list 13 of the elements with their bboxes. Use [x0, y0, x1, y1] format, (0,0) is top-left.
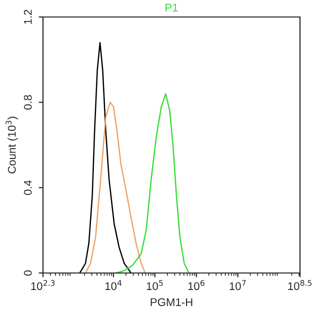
y-tick-label: 1.2	[24, 10, 32, 24]
x-tick-label: 10$^{8.5}$	[288, 280, 312, 290]
x-tick-label: 10$^{7}$	[230, 280, 246, 290]
x-tick-label: 10$^{6}$	[188, 280, 204, 290]
y-tick-label: 0.8	[24, 95, 32, 110]
x-tick-label: 10$^{4}$	[105, 280, 122, 290]
x-axis-title: PGM1-H	[150, 298, 192, 306]
y-tick-label: 0.4	[24, 180, 32, 195]
x-tick-label: 10$^{5}$	[146, 280, 163, 290]
x-tick-label: 10$^{2.3}$	[31, 280, 55, 290]
chart-title: P1	[166, 4, 178, 12]
y-tick-label: 0	[24, 270, 32, 276]
y-axis-title: Count (10$^{3}$)	[6, 116, 18, 174]
